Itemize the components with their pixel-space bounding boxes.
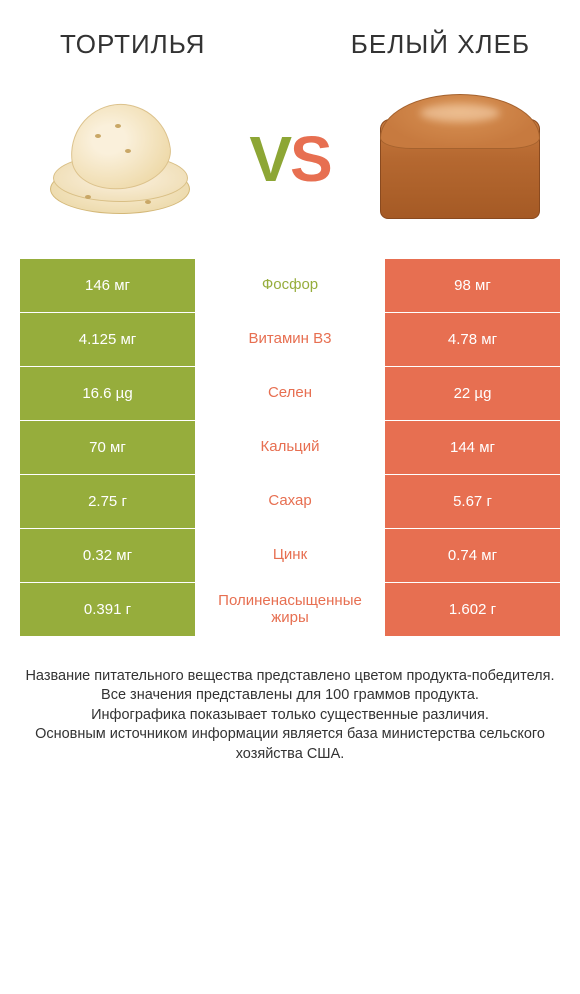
table-row: 2.75 гСахар5.67 г [20,475,560,529]
table-row: 0.32 мгЦинк0.74 мг [20,529,560,583]
footer-line: Инфографика показывает только существенн… [25,706,555,726]
left-value: 16.6 µg [20,367,195,420]
nutrient-label: Цинк [195,529,385,582]
nutrient-label: Фосфор [195,259,385,312]
right-value: 144 мг [385,421,560,474]
left-value: 70 мг [20,421,195,474]
footer-line: Название питательного вещества представл… [25,667,555,687]
table-row: 0.391 гПолиненасыщенные жиры1.602 г [20,583,560,637]
left-value: 2.75 г [20,475,195,528]
right-value: 98 мг [385,259,560,312]
left-value: 146 мг [20,259,195,312]
nutrient-label: Сахар [195,475,385,528]
right-value: 0.74 мг [385,529,560,582]
right-value: 4.78 мг [385,313,560,366]
tortilla-icon [30,89,210,229]
right-product-title: БЕЛЫЙ ХЛЕБ [350,30,530,59]
vs-row: VS [0,69,580,259]
vs-label: VS [249,122,330,196]
table-row: 4.125 мгВитамин B34.78 мг [20,313,560,367]
nutrient-label: Селен [195,367,385,420]
footer-notes: Название питательного вещества представл… [0,637,580,765]
right-value: 1.602 г [385,583,560,636]
table-row: 146 мгФосфор98 мг [20,259,560,313]
vs-v: V [249,123,290,195]
left-value: 0.32 мг [20,529,195,582]
header: ТОРТИЛЬЯ БЕЛЫЙ ХЛЕБ [0,0,580,69]
footer-line: Основным источником информации является … [25,725,555,764]
comparison-table: 146 мгФосфор98 мг4.125 мгВитамин B34.78 … [0,259,580,637]
right-value: 22 µg [385,367,560,420]
nutrient-label: Полиненасыщенные жиры [195,583,385,636]
vs-s: S [290,123,331,195]
left-value: 4.125 мг [20,313,195,366]
bread-icon [370,89,550,229]
nutrient-label: Кальций [195,421,385,474]
footer-line: Все значения представлены для 100 граммо… [25,686,555,706]
left-product-title: ТОРТИЛЬЯ [50,30,350,59]
left-value: 0.391 г [20,583,195,636]
table-row: 16.6 µgСелен22 µg [20,367,560,421]
right-value: 5.67 г [385,475,560,528]
table-row: 70 мгКальций144 мг [20,421,560,475]
nutrient-label: Витамин B3 [195,313,385,366]
